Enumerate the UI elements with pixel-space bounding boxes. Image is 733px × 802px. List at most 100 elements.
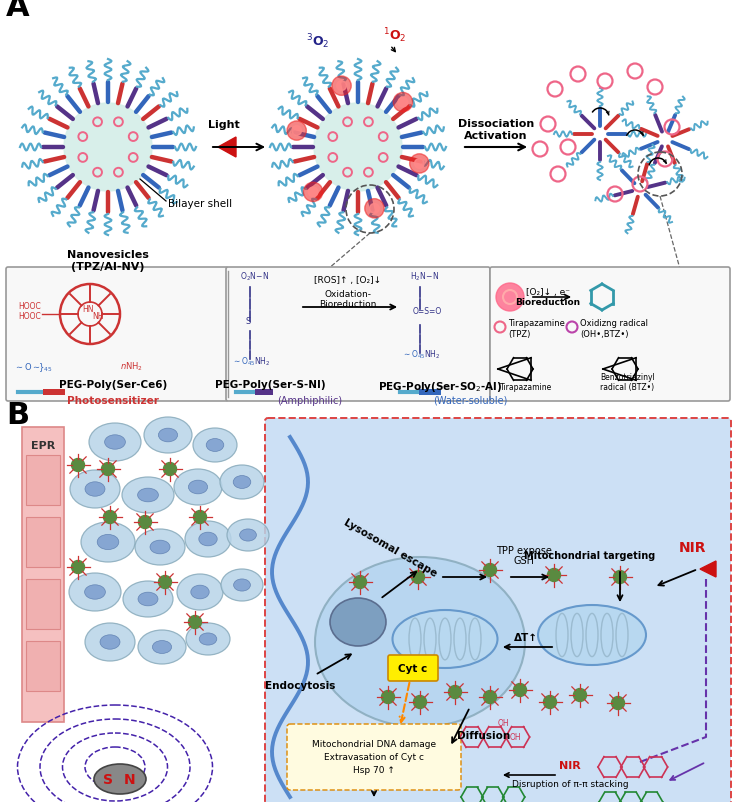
Circle shape [449,686,462,699]
Bar [43,390,65,395]
Circle shape [194,511,207,524]
Text: Mitochondrial targeting: Mitochondrial targeting [524,550,655,561]
Text: Light: Light [208,119,240,130]
Text: Dissociation
Activation: Dissociation Activation [458,119,534,140]
Text: O=S=O: O=S=O [413,306,442,316]
Text: HN: HN [82,305,94,314]
Text: EPR: EPR [31,440,55,451]
Text: Cyt c: Cyt c [398,663,427,673]
Text: Lysosomal escape: Lysosomal escape [342,516,438,578]
Circle shape [101,463,114,476]
FancyBboxPatch shape [265,419,731,802]
Ellipse shape [135,529,185,565]
Ellipse shape [220,465,264,500]
Text: Tirapazamine
(TPZ): Tirapazamine (TPZ) [508,319,565,338]
Text: Nanovesicles
(TPZ/AI-NV): Nanovesicles (TPZ/AI-NV) [67,249,149,271]
Ellipse shape [94,764,146,794]
Text: OH: OH [510,732,522,741]
Circle shape [292,127,301,136]
Text: (Water-soluble): (Water-soluble) [432,395,507,406]
Ellipse shape [123,581,173,618]
Text: B: B [6,400,29,429]
Ellipse shape [150,541,170,554]
Text: S: S [245,317,250,326]
Circle shape [484,564,496,577]
Circle shape [381,691,394,703]
Ellipse shape [185,521,231,557]
Ellipse shape [84,585,106,599]
Text: OH: OH [498,718,509,727]
Ellipse shape [81,522,135,562]
Ellipse shape [85,623,135,661]
Circle shape [103,511,117,524]
Ellipse shape [69,573,121,611]
Ellipse shape [240,529,257,541]
Ellipse shape [206,439,224,452]
Ellipse shape [315,557,525,727]
Polygon shape [218,138,236,158]
Ellipse shape [97,535,119,550]
Text: $\sim$O$_{45}\!\!$: $\sim$O$_{45}\!\!$ [402,349,426,361]
Text: Diffusion: Diffusion [457,730,511,740]
Ellipse shape [144,418,192,453]
Bar [255,390,273,395]
Circle shape [332,77,351,96]
Ellipse shape [177,574,223,610]
Ellipse shape [538,606,646,665]
Circle shape [365,200,384,219]
Ellipse shape [89,423,141,461]
Ellipse shape [221,569,263,602]
Circle shape [163,463,177,476]
Text: $\sim$O$_{45}\!\!$: $\sim$O$_{45}\!\!$ [232,355,256,368]
Text: Hsp 70 ↑: Hsp 70 ↑ [353,765,395,774]
Text: Oxidation-
Bioreduction: Oxidation- Bioreduction [320,290,377,309]
Text: PEG-Poly(Ser-Ce6): PEG-Poly(Ser-Ce6) [59,379,167,390]
Circle shape [411,571,424,584]
Text: NH$_2$: NH$_2$ [254,355,270,368]
Text: GSH: GSH [514,555,534,565]
Polygon shape [700,561,716,577]
Text: Extravasation of Cyt c: Extravasation of Cyt c [324,752,424,761]
Circle shape [369,205,379,214]
FancyBboxPatch shape [287,724,461,790]
Bar [26,642,60,691]
Text: [O₂]↓ , e⁻: [O₂]↓ , e⁻ [526,288,570,297]
Text: Benzotriazinyl
radical (BTZ•): Benzotriazinyl radical (BTZ•) [600,372,655,391]
Circle shape [573,689,586,702]
Text: $^1$O$_2$: $^1$O$_2$ [383,26,407,45]
Circle shape [72,561,84,573]
Text: TPP expose: TPP expose [496,545,552,555]
Bar [419,390,441,395]
Ellipse shape [392,610,498,668]
Text: NIR: NIR [559,760,581,770]
Ellipse shape [174,469,222,505]
Circle shape [398,98,408,107]
Bar [26,579,60,630]
Text: Photosensitizer: Photosensitizer [67,395,159,406]
Ellipse shape [234,579,251,591]
Ellipse shape [188,480,207,494]
Text: PEG-Poly(Ser-SO$_2$-Al): PEG-Poly(Ser-SO$_2$-Al) [377,379,502,394]
Ellipse shape [70,471,120,508]
Text: Endocytosis: Endocytosis [265,680,335,691]
Text: (Amphiphilic): (Amphiphilic) [277,395,342,406]
Circle shape [72,459,84,472]
Circle shape [64,104,152,192]
Circle shape [393,93,413,112]
Circle shape [309,188,318,197]
Circle shape [414,160,424,169]
Ellipse shape [193,428,237,463]
Circle shape [484,691,496,703]
Text: Mitochondrial DNA damage: Mitochondrial DNA damage [312,739,436,748]
Text: ΔT↑: ΔT↑ [514,632,538,642]
Circle shape [410,155,429,174]
Circle shape [336,82,347,91]
Text: Oxidizng radical
(OH•,BTZ•): Oxidizng radical (OH•,BTZ•) [580,319,648,338]
Ellipse shape [85,482,105,496]
Text: Bilayer shell: Bilayer shell [168,199,232,209]
Ellipse shape [100,635,120,650]
Ellipse shape [199,533,217,546]
Circle shape [614,571,627,584]
Text: PEG-Poly(Ser-S-NI): PEG-Poly(Ser-S-NI) [215,379,325,390]
Text: Disruption of π-π stacking: Disruption of π-π stacking [512,779,628,788]
